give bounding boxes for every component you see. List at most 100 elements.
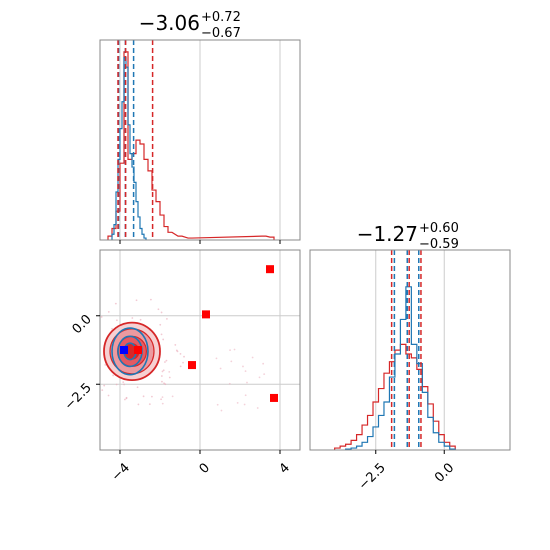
joint-sample-point [162, 338, 165, 341]
param1-title-plus: +0.72 [201, 10, 241, 25]
joint-blue-marker [120, 346, 128, 354]
joint-sample-point [148, 403, 151, 406]
joint-sample-point [125, 397, 128, 400]
joint-sample-point [114, 302, 117, 305]
joint-sample-point [182, 361, 184, 364]
joint-sample-point [131, 317, 134, 319]
joint-sample-point [168, 376, 171, 379]
joint-sample-point [161, 380, 163, 383]
joint-sample-point [149, 298, 152, 301]
joint-sample-point [157, 308, 160, 311]
joint-sample-point [107, 394, 110, 397]
param1-title-minus: −0.67 [201, 26, 241, 41]
param1-red-histogram [107, 51, 275, 240]
param1-blue-histogram [111, 57, 147, 240]
joint-sample-point [215, 357, 218, 360]
joint-red-marker [270, 393, 278, 402]
joint-sample-point [161, 396, 164, 399]
joint-sample-point [179, 352, 182, 355]
joint-sample-point [163, 382, 165, 385]
joint-sample-point [164, 361, 166, 363]
joint-sample-point [136, 386, 139, 389]
joint-sample-point [183, 355, 185, 358]
joint-sample-point [219, 367, 222, 370]
joint-sample-point [242, 365, 244, 368]
param1-histogram-panel [99, 39, 301, 241]
joint-sample-point [107, 311, 110, 313]
joint-sample-point [160, 333, 163, 336]
joint-sample-point [246, 381, 248, 384]
joint-sample-point [137, 403, 140, 406]
joint-y-tick-label: 0.0 [70, 312, 95, 337]
joint-sample-point [244, 370, 247, 373]
param2-histogram-frame [309, 249, 511, 451]
joint-sample-point [111, 327, 113, 330]
joint-sample-point [263, 373, 266, 376]
joint-sample-point [94, 333, 96, 335]
joint-sample-point [251, 356, 254, 359]
joint-sample-point [122, 381, 125, 384]
joint-sample-point [162, 369, 165, 372]
joint-sample-point [236, 401, 239, 404]
joint-sample-point [164, 383, 167, 386]
joint-sample-point [159, 323, 162, 326]
joint-sample-point [139, 318, 142, 321]
joint-red-marker [202, 310, 210, 319]
joint-sample-point [135, 299, 138, 302]
joint-sample-point [228, 382, 231, 385]
joint-sample-point [168, 370, 171, 373]
joint-sample-point [229, 349, 231, 352]
joint-sample-point [104, 363, 107, 366]
joint-sample-point [100, 316, 103, 318]
param2-title-minus: −0.59 [419, 237, 459, 252]
param2-blue-histogram [345, 286, 456, 450]
joint-sample-point [124, 398, 126, 401]
joint-sample-point [171, 395, 174, 398]
param2-hist-tick-label: 0.0 [432, 460, 457, 485]
param2-title: −1.27 +0.60 −0.59 [357, 221, 459, 252]
joint-sample-point [179, 365, 182, 368]
joint-sample-point [258, 376, 261, 379]
joint-x-tick-label: 0 [197, 460, 213, 476]
joint-sample-point [161, 402, 164, 405]
joint-sample-point [160, 398, 163, 401]
joint-sample-point [174, 344, 177, 346]
joint-sample-point [151, 395, 153, 398]
joint-sample-point [115, 383, 118, 386]
joint-sample-point [175, 349, 178, 352]
joint-sample-point [115, 319, 118, 322]
joint-sample-point [142, 395, 145, 398]
joint-sample-point [123, 383, 125, 386]
param2-hist-tick-label: −2.5 [356, 460, 389, 493]
param2-title-plus: +0.60 [419, 221, 459, 236]
joint-sample-point [101, 389, 104, 392]
joint-red-marker [188, 361, 196, 370]
joint-density-panel [93, 249, 301, 451]
joint-blue-contour [111, 327, 149, 376]
param1-title: −3.06 +0.72 −0.67 [139, 10, 241, 41]
joint-red-marker [266, 265, 274, 274]
joint-sample-point [256, 407, 259, 409]
param1-title-value: −3.06 [139, 11, 200, 35]
joint-sample-point [244, 394, 247, 397]
joint-y-tick-label: −2.5 [62, 380, 95, 413]
joint-sample-point [262, 362, 265, 365]
joint-sample-point [233, 348, 236, 351]
param2-histogram-panel [309, 249, 511, 451]
joint-x-tick-label: 4 [277, 460, 293, 476]
joint-sample-point [243, 403, 246, 406]
joint-sample-point [93, 383, 95, 385]
joint-sample-point [165, 359, 168, 362]
joint-sample-point [220, 409, 223, 412]
joint-x-tick-label: −4 [109, 460, 133, 484]
joint-sample-point [216, 403, 219, 406]
joint-sample-point [230, 360, 233, 363]
joint-sample-point [160, 375, 163, 377]
joint-sample-point [103, 384, 106, 387]
joint-sample-point [112, 374, 115, 377]
joint-sample-point [165, 317, 168, 320]
joint-sample-point [160, 311, 163, 314]
param2-title-value: −1.27 [357, 222, 418, 246]
joint-red-marker [134, 346, 142, 354]
